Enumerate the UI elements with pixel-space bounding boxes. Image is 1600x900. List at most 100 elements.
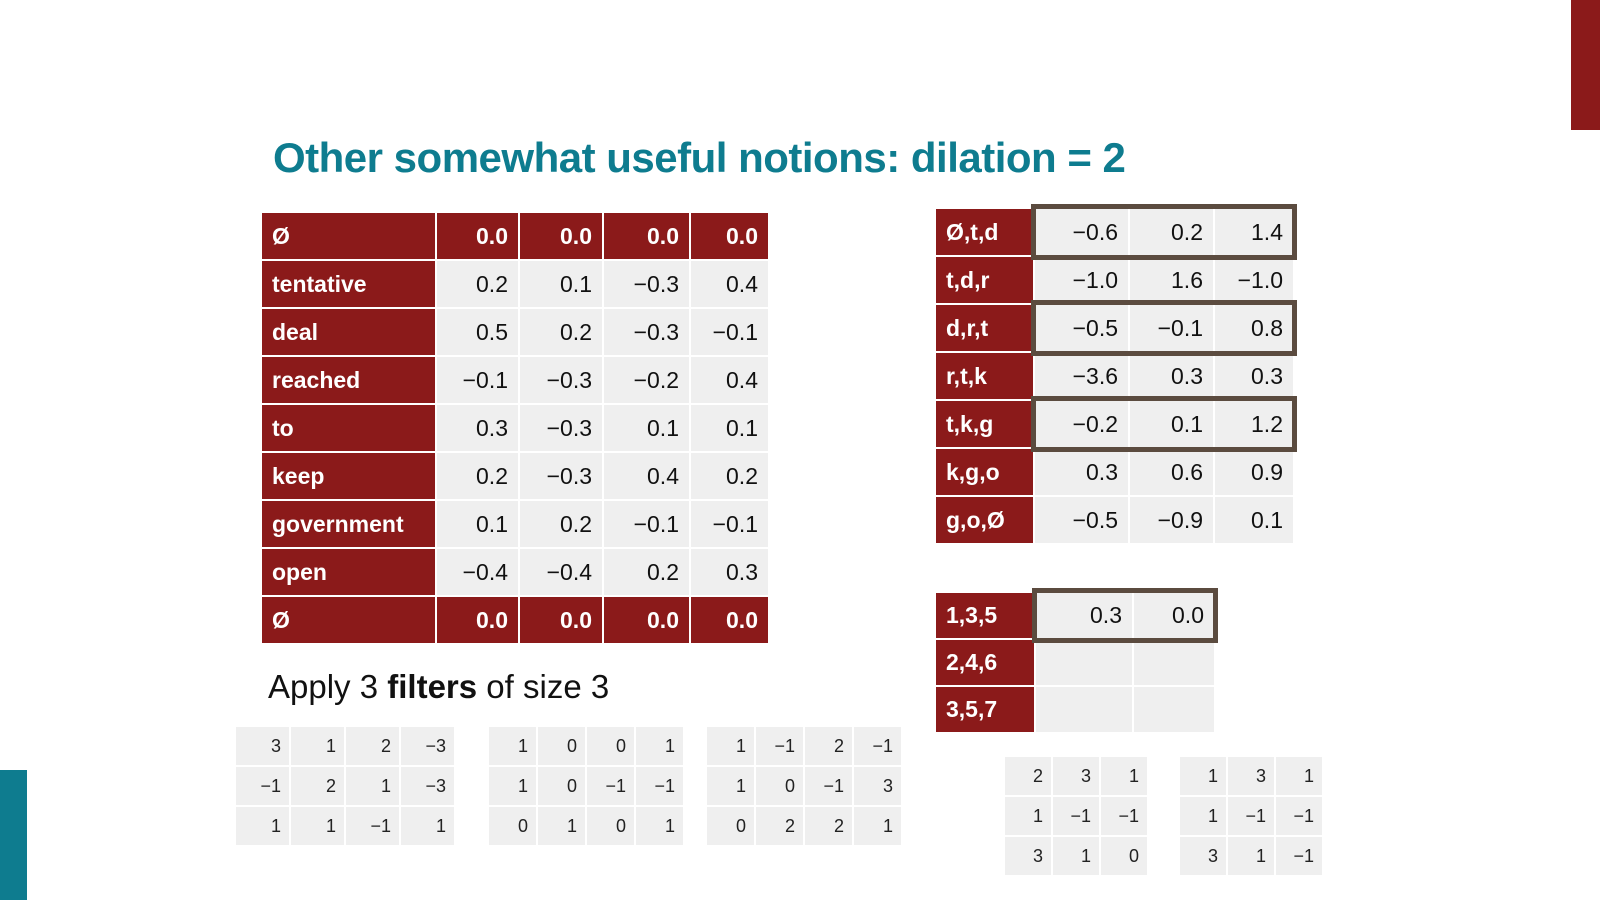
cell: 0	[587, 727, 634, 765]
cell: 1	[538, 807, 585, 845]
cell: 1	[1005, 797, 1051, 835]
table-row: g,o,Ø −0.5 −0.9 0.1	[936, 497, 1293, 543]
table-row: tentative 0.2 0.1 −0.3 0.4	[262, 261, 768, 307]
cell: 0	[1101, 837, 1147, 875]
cell: r,t,k	[936, 353, 1033, 399]
cell: −0.2	[604, 357, 689, 403]
table-row: r,t,k −3.6 0.3 0.3	[936, 353, 1293, 399]
table-row: 1 1 −1 1	[236, 807, 454, 845]
cell: −1.0	[1035, 257, 1128, 303]
embedding-table: Ø 0.0 0.0 0.0 0.0 tentative 0.2 0.1 −0.3 0.4 deal 0…	[260, 211, 770, 645]
cell: −1	[346, 807, 399, 845]
filter: 1 −1 2 −1 1 0 −1 3 0 2 2 1	[705, 725, 903, 847]
table-row: Ø 0.0 0.0 0.0 0.0	[262, 597, 768, 643]
cell: −0.1	[691, 309, 768, 355]
cell: k,g,o	[936, 449, 1033, 495]
cell: −1	[1276, 837, 1322, 875]
cell: Ø	[262, 597, 435, 643]
cell: −1	[636, 767, 683, 805]
dilated-filter: 1 3 1 1 −1 −1 3 1 −1	[1178, 755, 1324, 877]
cell: −0.3	[520, 357, 602, 403]
cell: 2	[1005, 757, 1051, 795]
cell: 3,5,7	[936, 687, 1034, 732]
table-row: to 0.3 −0.3 0.1 0.1	[262, 405, 768, 451]
table-row: 1 −1 −1	[1180, 797, 1322, 835]
cell: 0.2	[691, 453, 768, 499]
cell: −0.1	[437, 357, 518, 403]
caption-text: Apply 3	[268, 668, 379, 705]
table-row: Ø,t,d −0.6 0.2 1.4	[936, 209, 1293, 255]
cell: 0.9	[1215, 449, 1293, 495]
cell: 0	[538, 767, 585, 805]
table-row: keep 0.2 −0.3 0.4 0.2	[262, 453, 768, 499]
dilated-output-table: 1,3,5 0.3 0.0 2,4,6 3,5,7	[934, 591, 1216, 734]
cell: 1	[489, 727, 536, 765]
cell: −0.3	[520, 405, 602, 451]
cell: −0.4	[437, 549, 518, 595]
cell: 0.3	[1036, 593, 1132, 638]
cell: 0.0	[1134, 593, 1214, 638]
cell: 1	[636, 807, 683, 845]
cell: t,d,r	[936, 257, 1033, 303]
cell: keep	[262, 453, 435, 499]
cell: 1.2	[1215, 401, 1293, 447]
cell: d,r,t	[936, 305, 1033, 351]
cell: 0	[756, 767, 803, 805]
cell: −1.0	[1215, 257, 1293, 303]
cell: −1	[1101, 797, 1147, 835]
cell: −0.3	[520, 453, 602, 499]
cell: 0.4	[691, 357, 768, 403]
cell: 0.2	[604, 549, 689, 595]
accent-bar	[1571, 0, 1600, 130]
highlight-box	[1031, 204, 1297, 260]
cell: 0.1	[604, 405, 689, 451]
table-row: Ø 0.0 0.0 0.0 0.0	[262, 213, 768, 259]
cell: 0.5	[437, 309, 518, 355]
table-row: deal 0.5 0.2 −0.3 −0.1	[262, 309, 768, 355]
cell: 0.8	[1215, 305, 1293, 351]
caption-bold: filters	[387, 668, 478, 705]
table-row: 1 0 −1 3	[707, 767, 901, 805]
cell: 1	[707, 767, 754, 805]
cell: 3	[1180, 837, 1226, 875]
cell: 0.0	[520, 213, 602, 259]
cell: 1	[854, 807, 901, 845]
table: 1 3 1 1 −1 −1 3 1 −1	[1178, 755, 1324, 877]
cell: 2,4,6	[936, 640, 1034, 685]
table: 2 3 1 1 −1 −1 3 1 0	[1003, 755, 1149, 877]
cell: 0.3	[691, 549, 768, 595]
cell: 3	[1005, 837, 1051, 875]
highlight-box	[1031, 300, 1297, 356]
cell: g,o,Ø	[936, 497, 1033, 543]
cell: Ø	[262, 213, 435, 259]
filter: 3 1 2 −3 −1 2 1 −3 1 1 −1 1	[234, 725, 456, 847]
table-row: k,g,o 0.3 0.6 0.9	[936, 449, 1293, 495]
cell: government	[262, 501, 435, 547]
cell: −0.2	[1035, 401, 1128, 447]
table-row: government 0.1 0.2 −0.1 −0.1	[262, 501, 768, 547]
cell: −3	[401, 767, 454, 805]
table-row: 3 1 2 −3	[236, 727, 454, 765]
table-row: t,d,r −1.0 1.6 −1.0	[936, 257, 1293, 303]
table-row: 2,4,6	[936, 640, 1214, 685]
slide-title: Other somewhat useful notions: dilation …	[273, 134, 1126, 181]
cell: 1	[346, 767, 399, 805]
cell: 1	[489, 767, 536, 805]
table-row: 1,3,5 0.3 0.0	[936, 593, 1214, 638]
cell: Ø,t,d	[936, 209, 1033, 255]
table-row: open −0.4 −0.4 0.2 0.3	[262, 549, 768, 595]
table: 1 −1 2 −1 1 0 −1 3 0 2 2 1	[705, 725, 903, 847]
cell: −1	[805, 767, 852, 805]
table-row: t,k,g −0.2 0.1 1.2	[936, 401, 1293, 447]
filter: 1 0 0 1 1 0 −1 −1 0 1 0 1	[487, 725, 685, 847]
cell: 3	[854, 767, 901, 805]
cell: 0.3	[1130, 353, 1213, 399]
cell: 0.2	[520, 309, 602, 355]
cell: 0.6	[1130, 449, 1213, 495]
table: 1 0 0 1 1 0 −1 −1 0 1 0 1	[487, 725, 685, 847]
cell: −0.1	[1130, 305, 1213, 351]
